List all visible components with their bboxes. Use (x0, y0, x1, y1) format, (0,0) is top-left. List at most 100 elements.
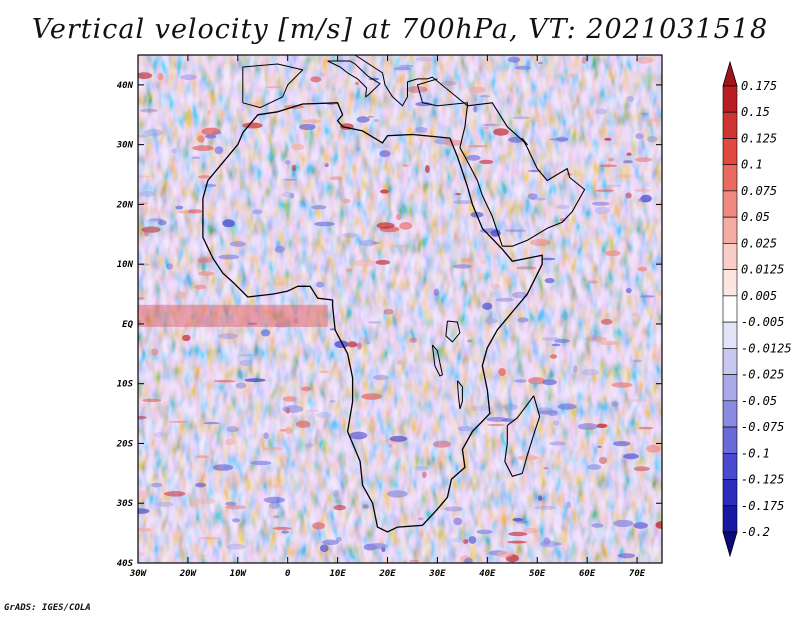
y-tick-label: 20S (116, 439, 134, 449)
downdraft-patch (623, 453, 639, 460)
updraft-patch (409, 559, 420, 562)
downdraft-patch (517, 317, 529, 323)
map-frame (137, 54, 663, 564)
updraft-patch (195, 554, 208, 558)
updraft-patch (265, 86, 282, 89)
downdraft-patch (389, 435, 408, 442)
downdraft-patch (625, 288, 632, 294)
updraft-patch (491, 283, 501, 290)
downdraft-patch (282, 405, 304, 413)
grads-credit: GrADS: IGES/COLA (4, 603, 91, 613)
updraft-patch (568, 73, 576, 78)
updraft-patch (333, 504, 346, 511)
downdraft-patch (388, 444, 393, 448)
downdraft-patch (158, 219, 167, 226)
x-tick-label: 10E (329, 569, 346, 579)
updraft-patch (634, 157, 652, 163)
itcz-band (138, 304, 328, 327)
downdraft-patch (617, 553, 636, 559)
updraft-patch (138, 490, 154, 498)
updraft-patch (638, 426, 654, 430)
updraft-patch (151, 348, 159, 356)
updraft-patch (242, 102, 265, 108)
downdraft-patch (247, 322, 258, 326)
downdraft-patch (543, 537, 551, 546)
y-tick-label: 10S (117, 380, 134, 390)
downdraft-patch (191, 156, 201, 159)
downdraft-patch (444, 506, 463, 512)
downdraft-patch (387, 490, 408, 498)
colorbar-label: 0.1 (741, 158, 763, 172)
updraft-patch (396, 360, 404, 365)
updraft-patch (409, 337, 417, 343)
downdraft-patch (366, 341, 371, 345)
downdraft-patch (342, 232, 358, 238)
downdraft-patch (554, 338, 570, 343)
updraft-patch (195, 455, 209, 459)
downdraft-patch (373, 119, 380, 123)
lake-outline (445, 320, 461, 343)
updraft-patch (626, 152, 632, 156)
updraft-patch (197, 135, 205, 143)
downdraft-patch (324, 163, 329, 168)
downdraft-patch (592, 201, 610, 206)
downdraft-patch (138, 319, 142, 325)
updraft-patch (633, 466, 650, 472)
downdraft-patch (573, 365, 578, 373)
updraft-patch (285, 426, 293, 434)
downdraft-patch (551, 343, 561, 347)
downdraft-patch (473, 105, 478, 113)
colorbar-swatch (722, 295, 738, 323)
updraft-patch (142, 398, 162, 402)
downdraft-patch (502, 403, 519, 411)
updraft-patch (604, 137, 612, 141)
updraft-patch (319, 370, 330, 374)
x-tick-label: 20E (378, 569, 396, 579)
updraft-patch (422, 471, 427, 478)
downdraft-patch (450, 537, 466, 543)
updraft-patch (463, 539, 469, 544)
updraft-patch (425, 165, 430, 173)
downdraft-patch (501, 418, 516, 423)
updraft-patch (291, 143, 305, 151)
updraft-patch (481, 260, 487, 264)
downdraft-patch (537, 410, 558, 415)
downdraft-patch (484, 318, 499, 324)
downdraft-patch (544, 278, 555, 284)
downdraft-patch (507, 56, 521, 63)
updraft-patch (600, 340, 618, 346)
updraft-patch (176, 291, 186, 299)
updraft-patch (529, 238, 551, 247)
downdraft-patch (321, 539, 339, 546)
downdraft-patch (538, 495, 543, 502)
downdraft-patch (482, 123, 499, 127)
colorbar-swatch (722, 479, 738, 507)
updraft-patch (406, 86, 428, 93)
updraft-patch (396, 213, 402, 221)
y-axis: 40N 30N 20N 10N EQ 10S 20S 30S 40S (116, 81, 662, 569)
downdraft-patch (543, 171, 550, 178)
downdraft-patch (226, 426, 239, 433)
downdraft-patch (140, 190, 155, 197)
downdraft-patch (613, 441, 631, 447)
downdraft-patch (373, 374, 389, 381)
colorbar-label: -0.05 (741, 394, 777, 408)
downdraft-patch (433, 288, 439, 296)
x-tick-label: 0 (285, 569, 291, 579)
chart-title: Vertical velocity [m/s] at 700hPa, VT: 2… (31, 14, 769, 45)
downdraft-patch (495, 297, 515, 302)
updraft-patch (655, 521, 662, 529)
downdraft-patch (274, 245, 285, 253)
colorbar: 0.175 0.15 0.125 0.1 0.075 0.05 0.025 0.0125 0.0… (722, 60, 792, 558)
updraft-patch (567, 281, 573, 289)
updraft-patch (467, 145, 488, 148)
updraft-patch (598, 456, 607, 465)
updraft-patch (272, 526, 292, 530)
downdraft-patch (372, 142, 389, 149)
colorbar-swatch (722, 269, 738, 297)
updraft-patch (329, 176, 343, 180)
downdraft-patch (566, 501, 572, 509)
colorbar-label: 0.175 (741, 79, 777, 93)
updraft-patch (207, 109, 212, 116)
